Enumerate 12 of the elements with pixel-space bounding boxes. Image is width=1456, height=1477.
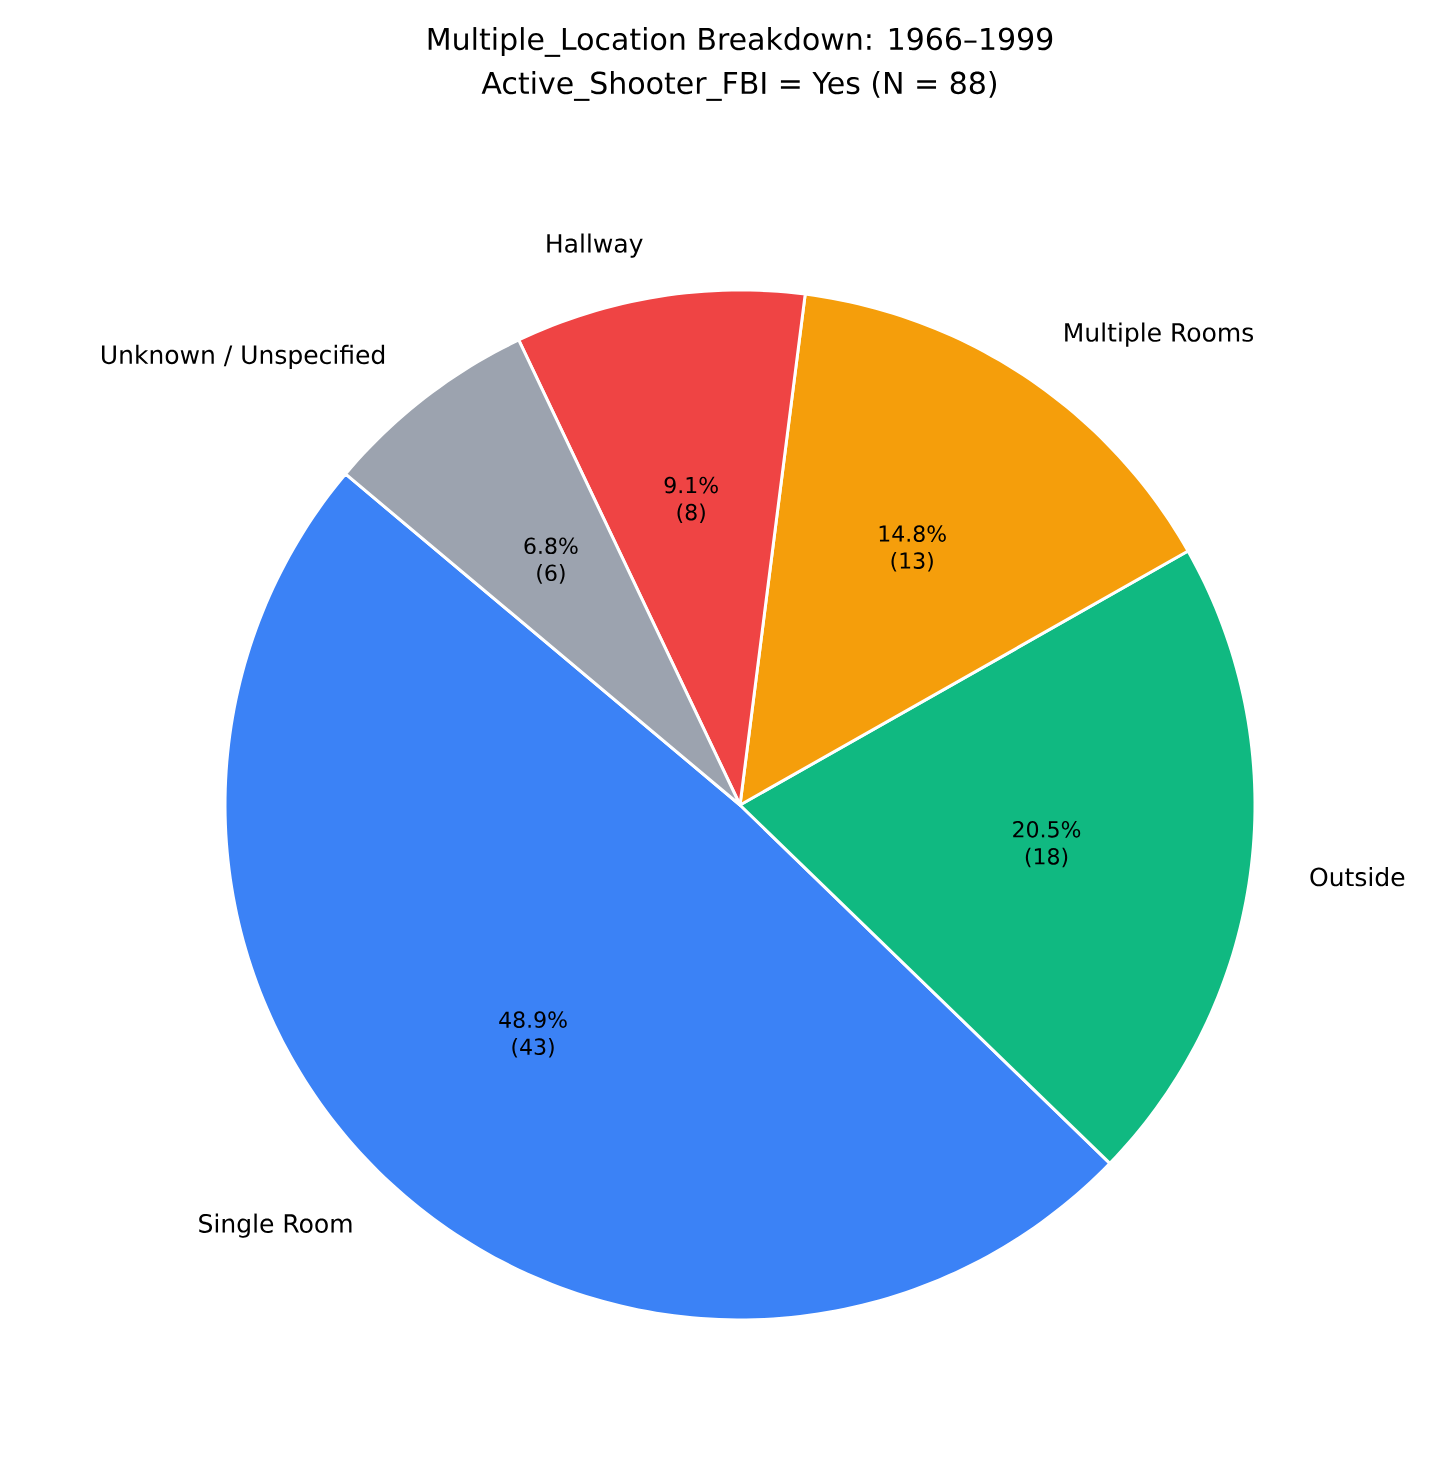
slice-label: Multiple Rooms <box>1065 322 1254 347</box>
chart-title: Multiple_Location Breakdown: 1966–1999 <box>428 27 1053 57</box>
data-label: 6.8% (6) <box>524 537 578 584</box>
chart-subtitle: Active_Shooter_FBI = Yes (N = 88) <box>481 71 996 101</box>
slice-label: Unknown / Unspecified <box>101 344 385 370</box>
slice-label: Outside <box>1310 867 1405 887</box>
data-label: 20.5% (18) <box>1013 821 1081 868</box>
data-label: 9.1% (8) <box>664 476 718 523</box>
data-label: 48.9% (43) <box>499 1011 567 1058</box>
slice-label: Single Room <box>199 1213 352 1238</box>
slice-label: Hallway <box>547 233 643 258</box>
data-label: 14.8% (13) <box>879 525 946 572</box>
